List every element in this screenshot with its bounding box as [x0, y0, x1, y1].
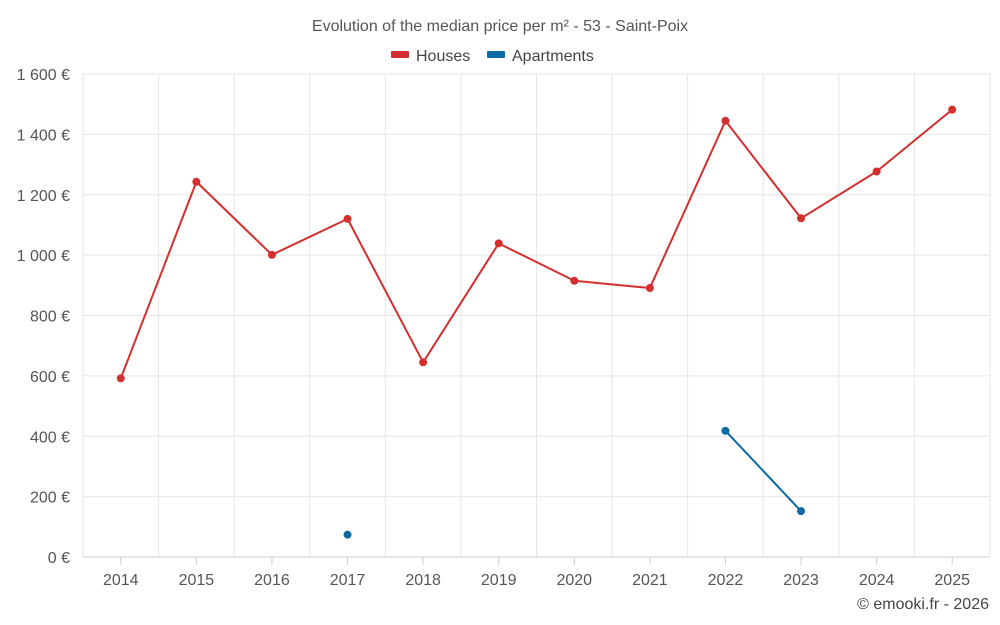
- data-point-houses-2020[interactable]: [570, 276, 579, 285]
- series-houses: [116, 105, 957, 383]
- legend-swatch-apartments: [487, 51, 505, 58]
- x-tick-label: 2016: [254, 572, 290, 589]
- y-tick-label: 600 €: [30, 369, 70, 386]
- y-tick-label: 1 400 €: [17, 127, 70, 144]
- y-tick-label: 800 €: [30, 309, 70, 326]
- data-point-houses-2021[interactable]: [645, 284, 654, 293]
- x-tick-label: 2018: [405, 572, 441, 589]
- x-tick-label: 2022: [708, 572, 744, 589]
- data-point-apartments-2023[interactable]: [797, 507, 806, 516]
- data-point-houses-2017[interactable]: [343, 214, 352, 223]
- data-point-houses-2015[interactable]: [192, 177, 201, 186]
- data-point-houses-2014[interactable]: [116, 374, 125, 383]
- x-tick-label: 2024: [859, 572, 895, 589]
- grid: [82, 73, 991, 557]
- legend-label-apartments: Apartments: [512, 48, 594, 65]
- y-tick-label: 400 €: [30, 429, 70, 446]
- y-tick-label: 1 200 €: [17, 188, 70, 205]
- data-point-houses-2019[interactable]: [494, 239, 503, 248]
- legend-item-houses[interactable]: Houses: [391, 48, 470, 65]
- series: [116, 105, 957, 539]
- x-tick-label: 2021: [632, 572, 668, 589]
- y-tick-label: 1 600 €: [17, 67, 70, 84]
- chart-title: Evolution of the median price per m² - 5…: [312, 18, 688, 35]
- legend: Houses Apartments: [391, 48, 594, 65]
- axes: 0 € 200 € 400 € 600 € 800 € 1 000 € 1 200 € 1 4…: [17, 67, 990, 589]
- x-tick-label: 2019: [481, 572, 517, 589]
- data-point-houses-2023[interactable]: [797, 214, 806, 223]
- y-tick-label: 1 000 €: [17, 248, 70, 265]
- x-tick-label: 2023: [783, 572, 819, 589]
- y-tick-label: 200 €: [30, 490, 70, 507]
- data-point-apartments-2022[interactable]: [721, 426, 730, 435]
- data-point-houses-2018[interactable]: [419, 358, 428, 367]
- legend-item-apartments[interactable]: Apartments: [487, 48, 594, 65]
- y-tick-label: 0 €: [48, 550, 70, 567]
- x-tick-label: 2015: [179, 572, 215, 589]
- series-apartments: [343, 426, 806, 539]
- x-tick-label: 2014: [103, 572, 139, 589]
- data-point-houses-2016[interactable]: [267, 250, 276, 259]
- series-line-houses: [119, 108, 953, 379]
- data-point-houses-2022[interactable]: [721, 116, 730, 125]
- legend-label-houses: Houses: [416, 48, 470, 65]
- legend-swatch-houses: [391, 51, 409, 58]
- x-tick-label: 2020: [556, 572, 592, 589]
- series-line-apartments: [724, 430, 802, 512]
- data-point-houses-2024[interactable]: [872, 167, 881, 176]
- x-tick-label: 2017: [330, 572, 366, 589]
- data-point-apartments-2017[interactable]: [343, 530, 352, 539]
- data-point-houses-2025[interactable]: [948, 105, 957, 114]
- credit-text: © emooki.fr - 2026: [857, 596, 989, 613]
- x-tick-label: 2025: [934, 572, 970, 589]
